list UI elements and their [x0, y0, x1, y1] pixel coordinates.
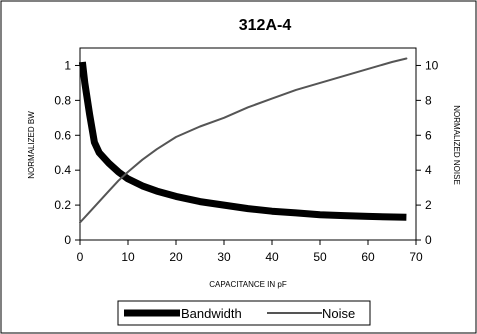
y-left-tick-label: 0.8 [54, 93, 71, 107]
legend-label-noise: Noise [322, 306, 355, 321]
y-left-tick-label: 0.6 [54, 128, 71, 142]
legend: Bandwidth Noise [117, 300, 371, 326]
y-right-tick-label: 2 [425, 198, 432, 212]
x-tick-label: 70 [409, 250, 423, 264]
series-layer [78, 57, 408, 224]
y-left-tick-label: 0 [64, 233, 71, 247]
y-right-tick-label: 6 [425, 128, 432, 142]
legend-label-bandwidth: Bandwidth [181, 306, 242, 321]
x-tick-label: 20 [169, 250, 183, 264]
x-tick-label: 10 [121, 250, 135, 264]
x-tick-label: 0 [77, 250, 84, 264]
y-right-tick-label: 0 [425, 233, 432, 247]
series-line-noise [79, 57, 408, 224]
y-axis-left-label: NORMALIZED BW [27, 111, 36, 179]
series-line-bandwidth [78, 61, 407, 221]
y-left-tick-label: 0.4 [54, 163, 71, 177]
x-tick-label: 30 [217, 250, 231, 264]
y-right-tick-label: 4 [425, 163, 432, 177]
x-tick-label: 60 [361, 250, 375, 264]
x-tick-label: 40 [265, 250, 279, 264]
chart-title: 312A-4 [239, 17, 292, 34]
y-left-tick-label: 1 [64, 58, 71, 72]
x-tick-label: 50 [313, 250, 327, 264]
y-right-tick-label: 10 [425, 58, 439, 72]
y-right-tick-label: 8 [425, 93, 432, 107]
y-axis-right-label: NORMALIZED NOISE [452, 105, 461, 185]
y-left-tick-label: 0.2 [54, 198, 71, 212]
x-axis-label: CAPACITANCE IN pF [209, 280, 287, 289]
